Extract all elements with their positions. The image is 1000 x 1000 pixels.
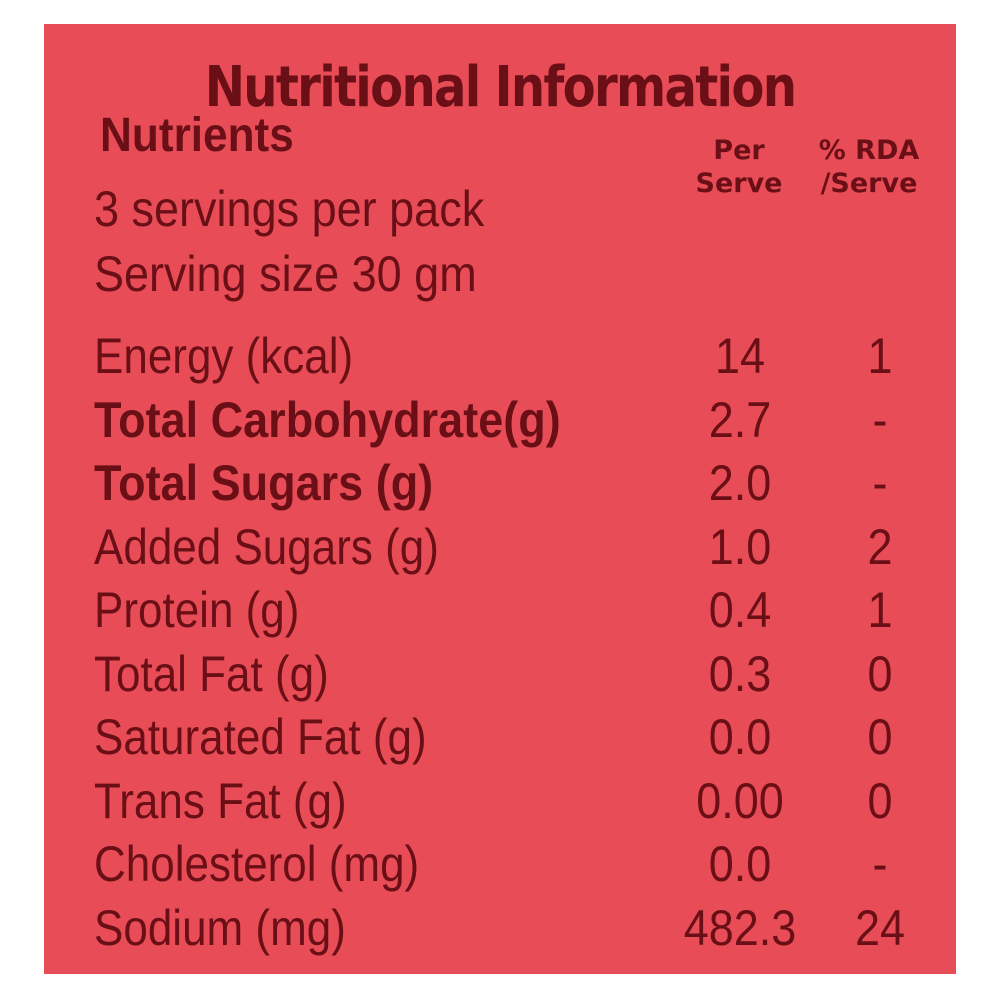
rda-value: - [872,836,888,892]
per-serve-value: 0.3 [708,645,772,702]
table-row: Sodium (mg) 482.3 24 [44,899,956,963]
rda-value: 0 [867,645,893,702]
serving-size: Serving size 30 gm [94,246,477,302]
rda-value: 1 [867,328,893,384]
per-serve-value: 1.0 [708,518,772,575]
per-serve-column-header: Per Serve [674,134,804,200]
rda-value: 1 [867,582,893,638]
table-row: Total Sugars (g) 2.0 - [44,454,956,518]
nutrient-label: Cholesterol (mg) [94,836,420,892]
rda-header-line1: % RDA [818,135,920,166]
nutrition-panel: Nutritional Information Nutrients Per Se… [44,24,956,974]
table-row: Energy (kcal) 14 1 [44,327,956,391]
table-row: Total Carbohydrate(g) 2.7 - [44,391,956,455]
nutrient-label: Total Sugars (g) [94,455,434,511]
table-row: Trans Fat (g) 0.00 0 [44,772,956,836]
table-row: Saturated Fat (g) 0.0 0 [44,708,956,772]
nutrient-label: Protein (g) [94,582,300,638]
nutrient-label: Energy (kcal) [94,328,354,384]
nutrient-table: Energy (kcal) 14 1 Total Carbohydrate(g) 2.7… [44,327,956,962]
nutrient-label: Total Fat (g) [94,645,329,702]
rda-column-header: % RDA /Serve [804,134,934,200]
table-row: Cholesterol (mg) 0.0 - [44,835,956,899]
table-row: Protein (g) 0.4 1 [44,581,956,645]
per-serve-value: 2.0 [708,455,772,511]
rda-value: 2 [867,518,893,575]
panel-title: Nutritional Information [204,55,797,120]
per-serve-header-line1: Per [713,135,765,166]
per-serve-value: 0.0 [708,709,772,765]
rda-value: 24 [854,899,906,956]
rda-value: - [872,391,888,448]
per-serve-value: 482.3 [683,899,797,956]
rda-value: 0 [867,709,893,765]
rda-value: - [872,455,888,511]
nutrient-label: Trans Fat (g) [94,772,347,829]
nutrients-heading: Nutrients [100,109,294,162]
nutrient-label: Saturated Fat (g) [94,709,427,765]
rda-header-line2: /Serve [820,168,918,199]
table-row: Added Sugars (g) 1.0 2 [44,518,956,582]
per-serve-value: 14 [714,328,766,384]
rda-value: 0 [867,772,893,829]
per-serve-header-line2: Serve [695,168,783,199]
nutrient-label: Sodium (mg) [94,899,346,956]
per-serve-value: 0.0 [708,836,772,892]
table-row: Total Fat (g) 0.3 0 [44,645,956,709]
per-serve-value: 0.4 [708,582,772,638]
per-serve-value: 0.00 [696,772,784,829]
per-serve-value: 2.7 [708,391,772,448]
servings-per-pack: 3 servings per pack [94,181,485,237]
nutrient-label: Total Carbohydrate(g) [94,391,561,448]
nutrient-label: Added Sugars (g) [94,518,439,575]
